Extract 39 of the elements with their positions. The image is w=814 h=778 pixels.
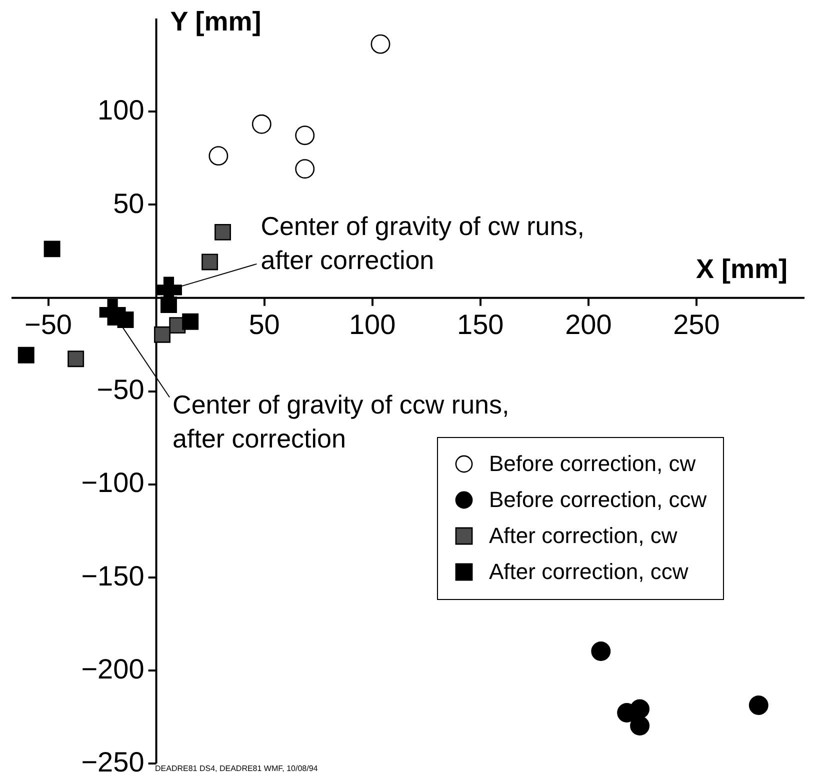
point xyxy=(748,696,768,715)
point xyxy=(630,699,650,719)
y-tick-label: −50 xyxy=(96,374,144,405)
y-tick-label: 100 xyxy=(98,94,144,126)
point xyxy=(182,313,199,330)
point xyxy=(18,346,34,364)
y-tick-label: −100 xyxy=(81,467,144,498)
point xyxy=(202,254,218,270)
point xyxy=(214,224,231,240)
y-tick-label: 50 xyxy=(113,188,144,219)
annotation: Center of gravity of cw runs, after correction xyxy=(260,210,584,275)
y-axis-title: Y [mm] xyxy=(170,6,262,36)
point xyxy=(68,350,84,368)
x-tick-label: 100 xyxy=(348,308,396,340)
x-tick-label: −50 xyxy=(24,308,72,340)
annotation: Center of gravity of ccw runs, after correction xyxy=(172,389,510,454)
point xyxy=(208,146,228,166)
legend-label: After correction, ccw xyxy=(489,559,688,584)
point xyxy=(370,34,390,54)
x-axis-title: X [mm] xyxy=(696,254,788,284)
y-tick-label: −150 xyxy=(81,560,144,592)
point xyxy=(154,326,170,343)
text: DEADRE81 DS4, DEADRE81 WMF, 10/08/94 xyxy=(155,764,318,773)
legend-label: Before correction, ccw xyxy=(489,487,707,512)
y-tick-label: −200 xyxy=(81,653,144,684)
point xyxy=(252,114,272,134)
point xyxy=(591,642,611,661)
point xyxy=(99,299,126,326)
point xyxy=(630,716,650,736)
y-tick-label: −250 xyxy=(81,746,144,778)
point xyxy=(295,159,315,179)
x-tick-label: 250 xyxy=(673,308,720,340)
legend-label: After correction, cw xyxy=(489,523,678,548)
legend-label: Before correction, cw xyxy=(489,451,696,476)
point xyxy=(44,240,60,258)
point xyxy=(295,126,315,146)
x-tick-label: 50 xyxy=(248,308,280,340)
x-tick-label: 200 xyxy=(565,308,612,340)
x-tick-label: 150 xyxy=(457,308,504,340)
